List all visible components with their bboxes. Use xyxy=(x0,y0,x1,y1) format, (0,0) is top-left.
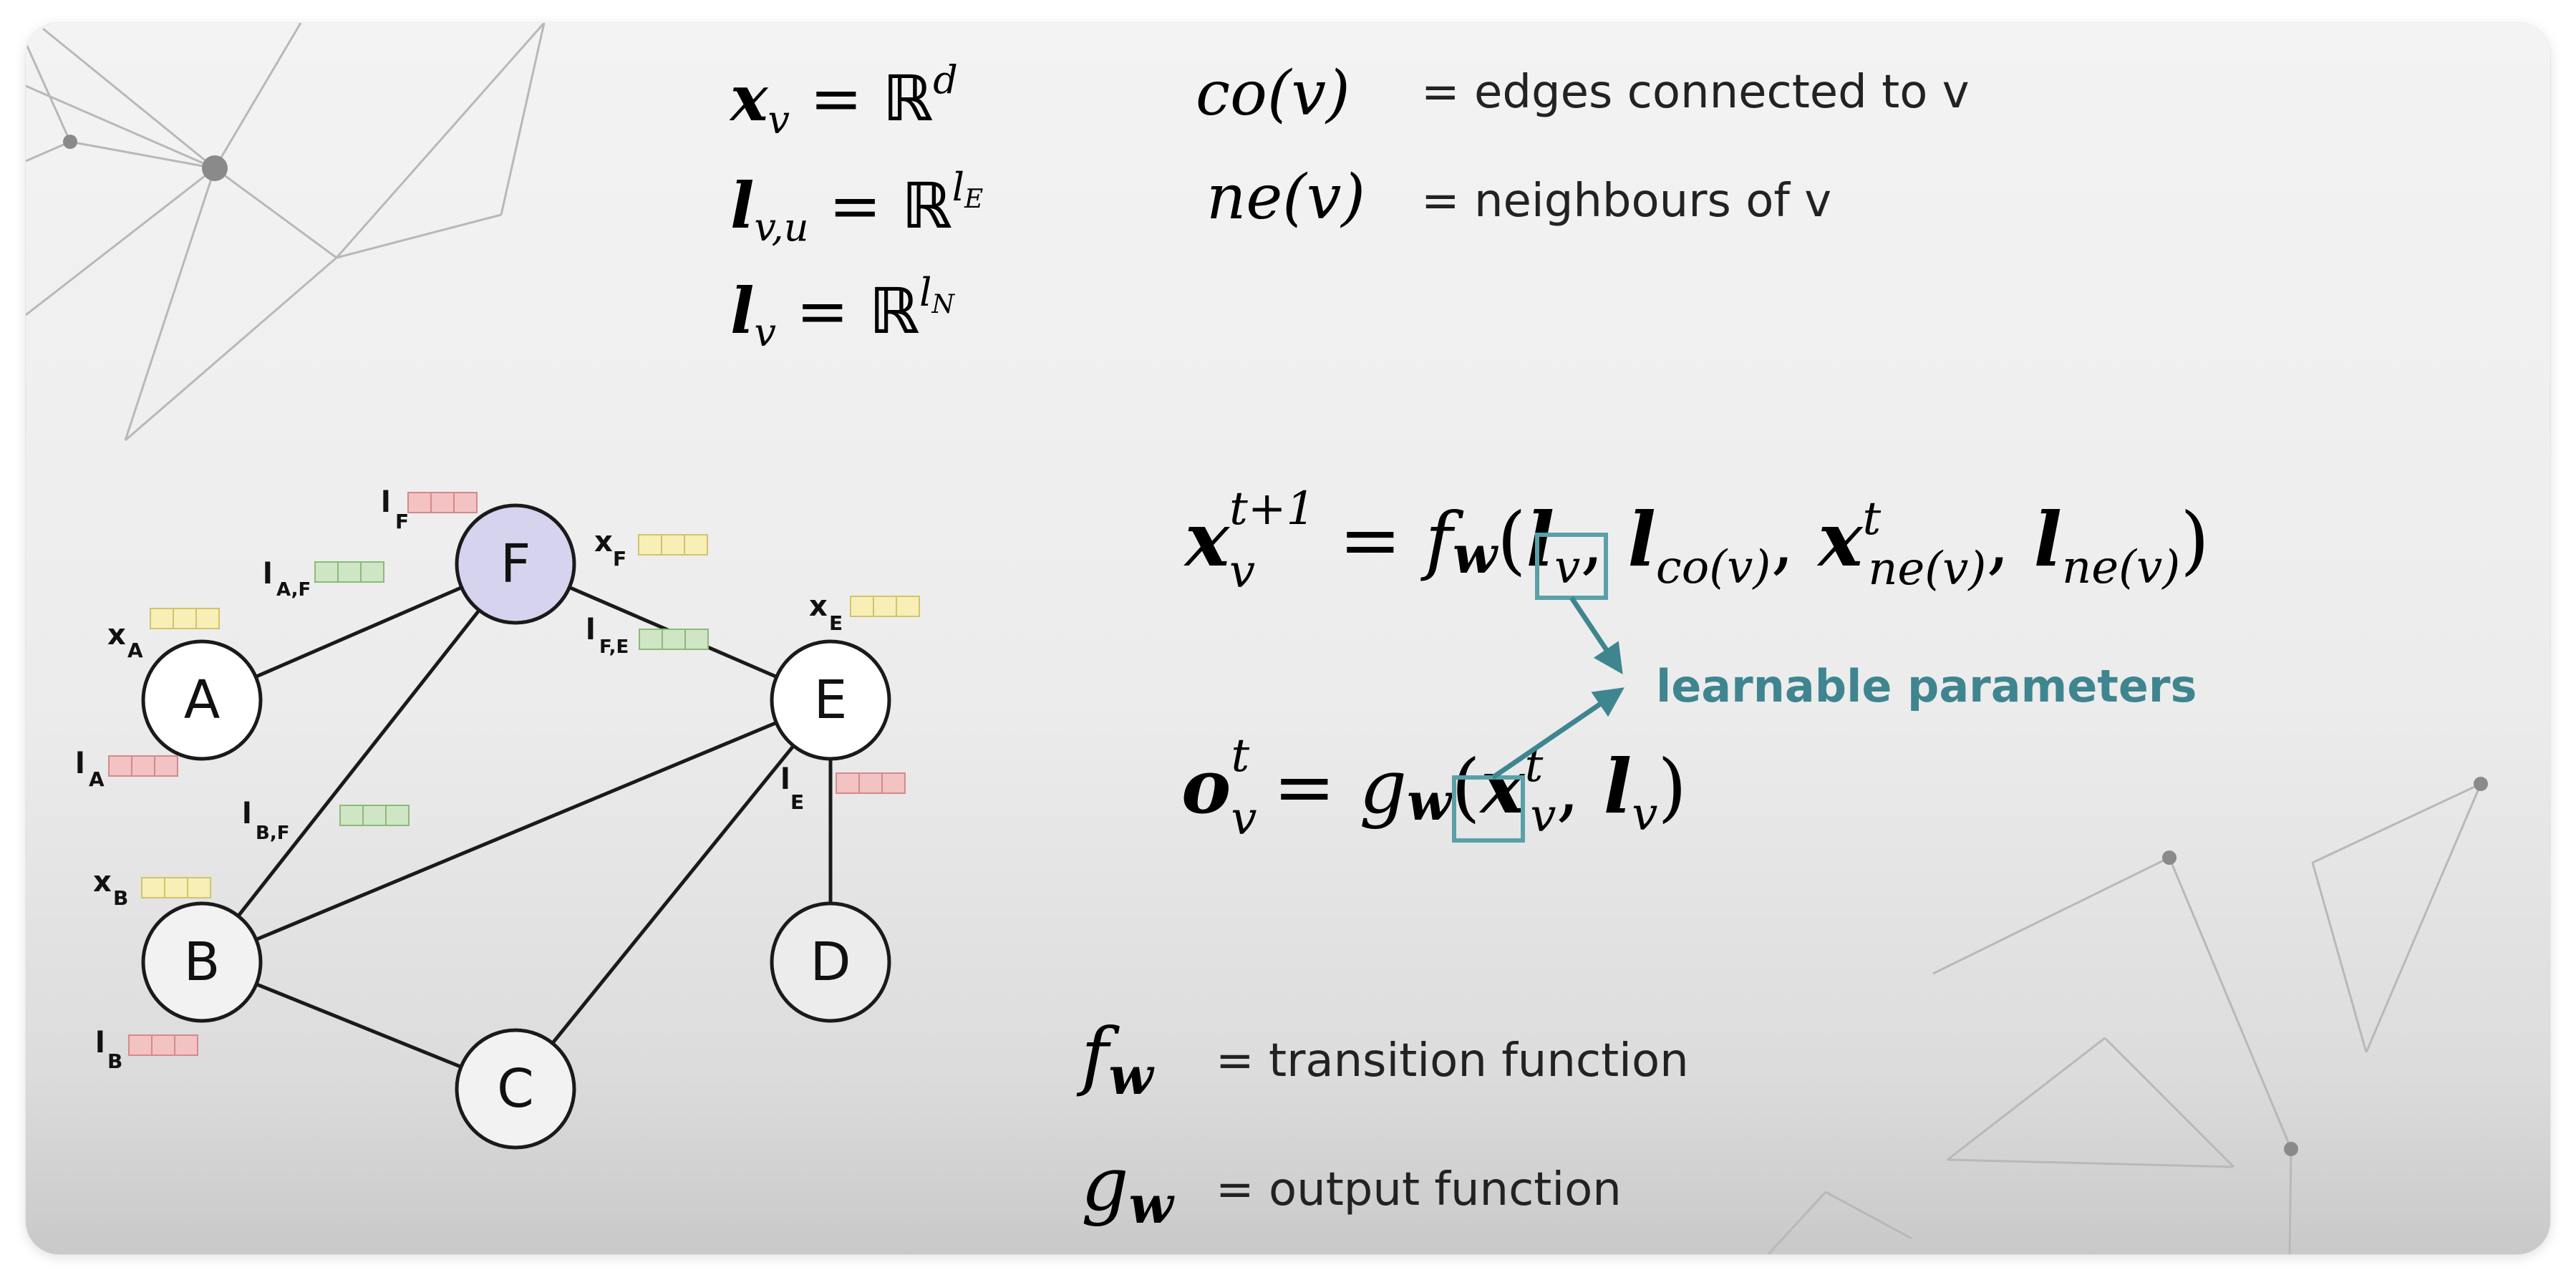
svg-text:l: l xyxy=(586,614,596,646)
svg-text:B,F: B,F xyxy=(256,823,289,844)
arrow-from-f-w xyxy=(1569,596,1623,674)
node-C-label: C xyxy=(497,1058,534,1120)
node-B: B xyxy=(141,901,263,1023)
vector-l-A: l A xyxy=(75,747,178,791)
node-E: E xyxy=(770,639,891,761)
node-F-label: F xyxy=(500,533,531,595)
svg-text:A: A xyxy=(89,767,105,791)
vector-x-E: x E xyxy=(809,590,920,635)
svg-text:E: E xyxy=(790,790,804,814)
svg-text:F,E: F,E xyxy=(599,636,629,658)
ne-v-description: = neighbours of v xyxy=(1421,175,1831,228)
vector-l-F: l F xyxy=(381,486,478,533)
svg-text:x: x xyxy=(107,619,126,651)
equation-output: ovt = gw(xt v, lv) xyxy=(1181,729,1687,845)
node-D-label: D xyxy=(810,931,851,993)
vector-x-A: x A xyxy=(107,608,220,662)
vector-x-B: x B xyxy=(93,866,211,910)
graph-nodes: A B C D E F xyxy=(141,503,891,1150)
feature-vectors: x A l A x B l B xyxy=(75,486,920,1073)
legend-bottom: fw gw xyxy=(1076,1012,1176,1235)
svg-text:x: x xyxy=(809,590,828,623)
vector-x-F: x F xyxy=(594,525,708,571)
svg-text:E: E xyxy=(829,611,843,635)
def-lv: lv = ℝlN xyxy=(730,270,955,355)
vector-l-AF: l A,F xyxy=(263,558,384,601)
svg-text:B: B xyxy=(113,886,128,910)
annotation-arrows xyxy=(1491,596,1624,780)
svg-text:l: l xyxy=(75,747,85,780)
decorative-network xyxy=(26,23,2482,1254)
svg-text:x: x xyxy=(594,525,613,558)
arrow-from-g-w xyxy=(1491,687,1624,780)
node-D: D xyxy=(770,901,891,1023)
svg-text:A: A xyxy=(127,639,143,662)
svg-text:l: l xyxy=(95,1027,105,1060)
edge-B-F xyxy=(200,563,517,964)
edge-C-E xyxy=(514,699,832,1090)
co-v-symbol: co(v) xyxy=(1196,58,1350,130)
svg-text:l: l xyxy=(780,763,790,796)
svg-text:A,F: A,F xyxy=(276,579,311,601)
svg-text:l: l xyxy=(263,558,273,591)
node-B-label: B xyxy=(184,931,221,993)
svg-text:l: l xyxy=(242,797,252,830)
definitions-top: xv = ℝd lv,u = ℝlE lv = ℝlN co(v) ne(v) xyxy=(729,57,1365,355)
output-function-description: = output function xyxy=(1216,1163,1622,1216)
node-F-highlight xyxy=(455,503,576,625)
f-w-symbol: fw xyxy=(1076,1012,1156,1106)
node-C: C xyxy=(455,1028,576,1150)
svg-text:B: B xyxy=(107,1049,122,1073)
equations: xvt+1 = fw(lv, lco(v), xt ne(v), lne(v)) … xyxy=(1181,483,2209,845)
ne-v-symbol: ne(v) xyxy=(1206,162,1365,233)
vector-l-E: l E xyxy=(780,763,906,814)
vector-l-BF: l B,F xyxy=(242,797,410,844)
def-lvu: lv,u = ℝlE xyxy=(730,165,983,250)
learnable-parameters-label: learnable parameters xyxy=(1656,660,2197,712)
node-F: F xyxy=(455,503,576,625)
node-E-label: E xyxy=(814,669,848,731)
def-xv: xv = ℝd xyxy=(729,57,958,142)
svg-text:F: F xyxy=(395,510,409,533)
g-w-symbol: gw xyxy=(1081,1140,1176,1235)
node-A: A xyxy=(141,639,263,761)
vector-l-FE: l F,E xyxy=(586,614,709,658)
svg-text:F: F xyxy=(613,547,626,571)
decorative-dots xyxy=(63,135,2488,1156)
w-highlight-box-g xyxy=(1452,775,1525,843)
svg-text:x: x xyxy=(93,866,112,898)
svg-text:l: l xyxy=(381,486,391,519)
vector-l-B: l B xyxy=(95,1027,198,1073)
equation-transition: xvt+1 = fw(lv, lco(v), xt ne(v), lne(v)) xyxy=(1183,483,2209,598)
edge-B-E xyxy=(201,698,831,964)
graph-edges xyxy=(200,562,833,1091)
transition-function-description: = transition function xyxy=(1216,1034,1689,1087)
co-v-description: = edges connected to v xyxy=(1421,66,1970,119)
node-A-label: A xyxy=(184,669,221,731)
